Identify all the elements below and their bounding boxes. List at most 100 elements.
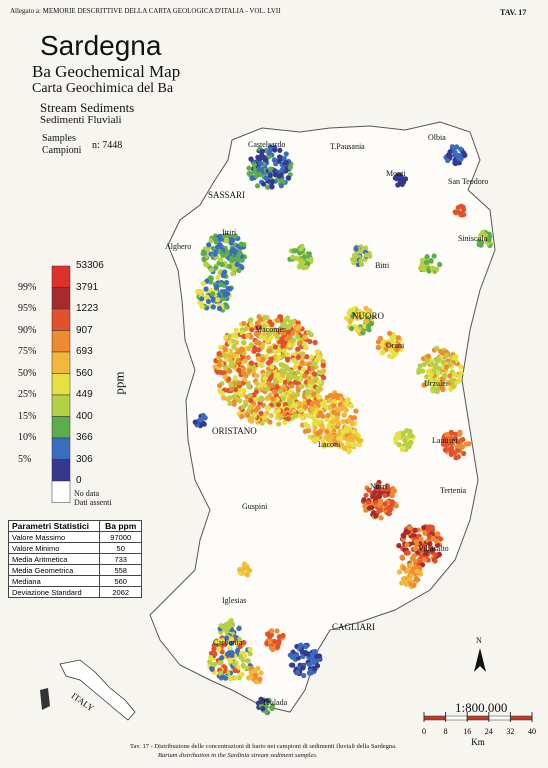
sample-dot bbox=[268, 335, 274, 341]
sample-dot bbox=[222, 365, 229, 371]
scale-tick-label: 8 bbox=[444, 727, 448, 736]
legend-no-data: No data bbox=[74, 488, 100, 498]
place-label: Lanusei bbox=[432, 436, 458, 445]
sample-dot bbox=[227, 400, 233, 407]
north-label: N bbox=[476, 636, 482, 645]
sample-dot bbox=[448, 451, 454, 458]
sample-dot bbox=[233, 333, 240, 340]
sample-dot bbox=[253, 396, 259, 403]
stats-cell: Parametri Statistici bbox=[7, 520, 101, 532]
sample-dot bbox=[317, 410, 323, 416]
sample-dot bbox=[348, 403, 354, 409]
sample-dot bbox=[262, 375, 268, 381]
sample-dot bbox=[447, 149, 453, 155]
place-label: Olbia bbox=[428, 133, 446, 142]
sample-dot bbox=[302, 404, 309, 410]
sample-dot bbox=[230, 247, 236, 253]
sample-dot bbox=[421, 361, 428, 367]
legend-swatch bbox=[51, 287, 71, 310]
sample-dot bbox=[269, 364, 275, 370]
title-en: Ba Geochemical Map bbox=[32, 62, 181, 81]
sample-dot bbox=[223, 237, 230, 243]
sample-dot bbox=[420, 368, 426, 374]
place-label: Laconi bbox=[318, 440, 341, 449]
sample-dot bbox=[456, 443, 462, 449]
sample-dot bbox=[223, 635, 230, 641]
place-label: SASSARI bbox=[208, 190, 246, 200]
sample-dot bbox=[239, 347, 246, 353]
sample-dot bbox=[286, 342, 292, 348]
sample-dot bbox=[237, 398, 243, 404]
sample-dot bbox=[423, 259, 430, 266]
sample-dot bbox=[265, 370, 271, 376]
sample-dot bbox=[257, 397, 263, 403]
sample-dot bbox=[438, 536, 444, 542]
sample-dot bbox=[218, 344, 224, 351]
sample-dot bbox=[272, 327, 278, 333]
sample-dot bbox=[263, 175, 269, 181]
sample-dot bbox=[304, 354, 310, 360]
sample-dot bbox=[246, 368, 253, 374]
legend-swatch bbox=[51, 459, 71, 482]
sample-dot bbox=[238, 654, 244, 660]
stats-row: Valore Minimo 50 bbox=[7, 542, 142, 554]
sample-dot bbox=[308, 354, 315, 360]
sample-dot bbox=[358, 258, 364, 264]
sample-dot bbox=[385, 486, 392, 492]
sample-dot bbox=[229, 363, 235, 369]
sample-dot bbox=[228, 382, 234, 388]
sample-dot bbox=[282, 368, 288, 374]
sample-dot bbox=[422, 530, 428, 536]
sample-dot bbox=[255, 405, 261, 411]
sample-dot bbox=[242, 376, 248, 382]
sample-dot bbox=[402, 437, 408, 443]
sample-dot bbox=[225, 233, 231, 239]
sample-dot bbox=[265, 360, 272, 366]
sample-dot bbox=[356, 308, 363, 315]
sample-dot bbox=[440, 359, 446, 365]
sample-dot bbox=[281, 156, 287, 162]
sample-dot bbox=[354, 327, 360, 334]
sample-dot bbox=[445, 157, 451, 164]
place-label: ORISTANO bbox=[212, 426, 257, 436]
sample-dot bbox=[408, 562, 414, 568]
sample-dot bbox=[212, 651, 218, 657]
sample-dot bbox=[237, 643, 243, 650]
sample-dot bbox=[264, 404, 270, 411]
legend-percentile: 5% bbox=[18, 453, 32, 465]
sample-dot bbox=[280, 396, 287, 402]
sample-dot bbox=[377, 490, 383, 496]
sample-dot bbox=[238, 414, 245, 420]
sample-dot bbox=[310, 365, 316, 371]
legend-swatch bbox=[51, 416, 71, 439]
sample-dot bbox=[434, 386, 441, 392]
sample-dot bbox=[285, 329, 291, 335]
sample-dot bbox=[317, 428, 324, 435]
sample-dot bbox=[423, 549, 429, 555]
sample-dot bbox=[200, 280, 206, 287]
sample-dot bbox=[287, 376, 293, 382]
sample-dot bbox=[366, 487, 372, 493]
sample-dot bbox=[400, 576, 407, 582]
stats-cell: 97000 bbox=[99, 531, 142, 543]
sample-dot bbox=[346, 310, 352, 316]
sample-dot bbox=[340, 418, 346, 424]
sample-dot bbox=[258, 410, 264, 416]
sample-dot bbox=[246, 165, 252, 171]
sample-dot bbox=[421, 557, 428, 563]
sample-dot bbox=[413, 539, 419, 545]
sample-dot bbox=[292, 379, 298, 385]
sample-dot bbox=[230, 271, 236, 277]
sample-dot bbox=[353, 408, 359, 414]
samples-en: Samples bbox=[42, 133, 76, 144]
sample-dot bbox=[337, 436, 343, 442]
sample-dot bbox=[197, 417, 203, 423]
sample-dot bbox=[309, 652, 315, 658]
caption-it: Tav. 17 - Distribuzione delle concentraz… bbox=[130, 743, 397, 750]
sample-dot bbox=[276, 347, 282, 354]
sample-dot bbox=[224, 304, 230, 310]
sample-dot bbox=[271, 389, 278, 395]
sample-dot bbox=[434, 266, 440, 272]
sample-dot bbox=[283, 151, 289, 157]
